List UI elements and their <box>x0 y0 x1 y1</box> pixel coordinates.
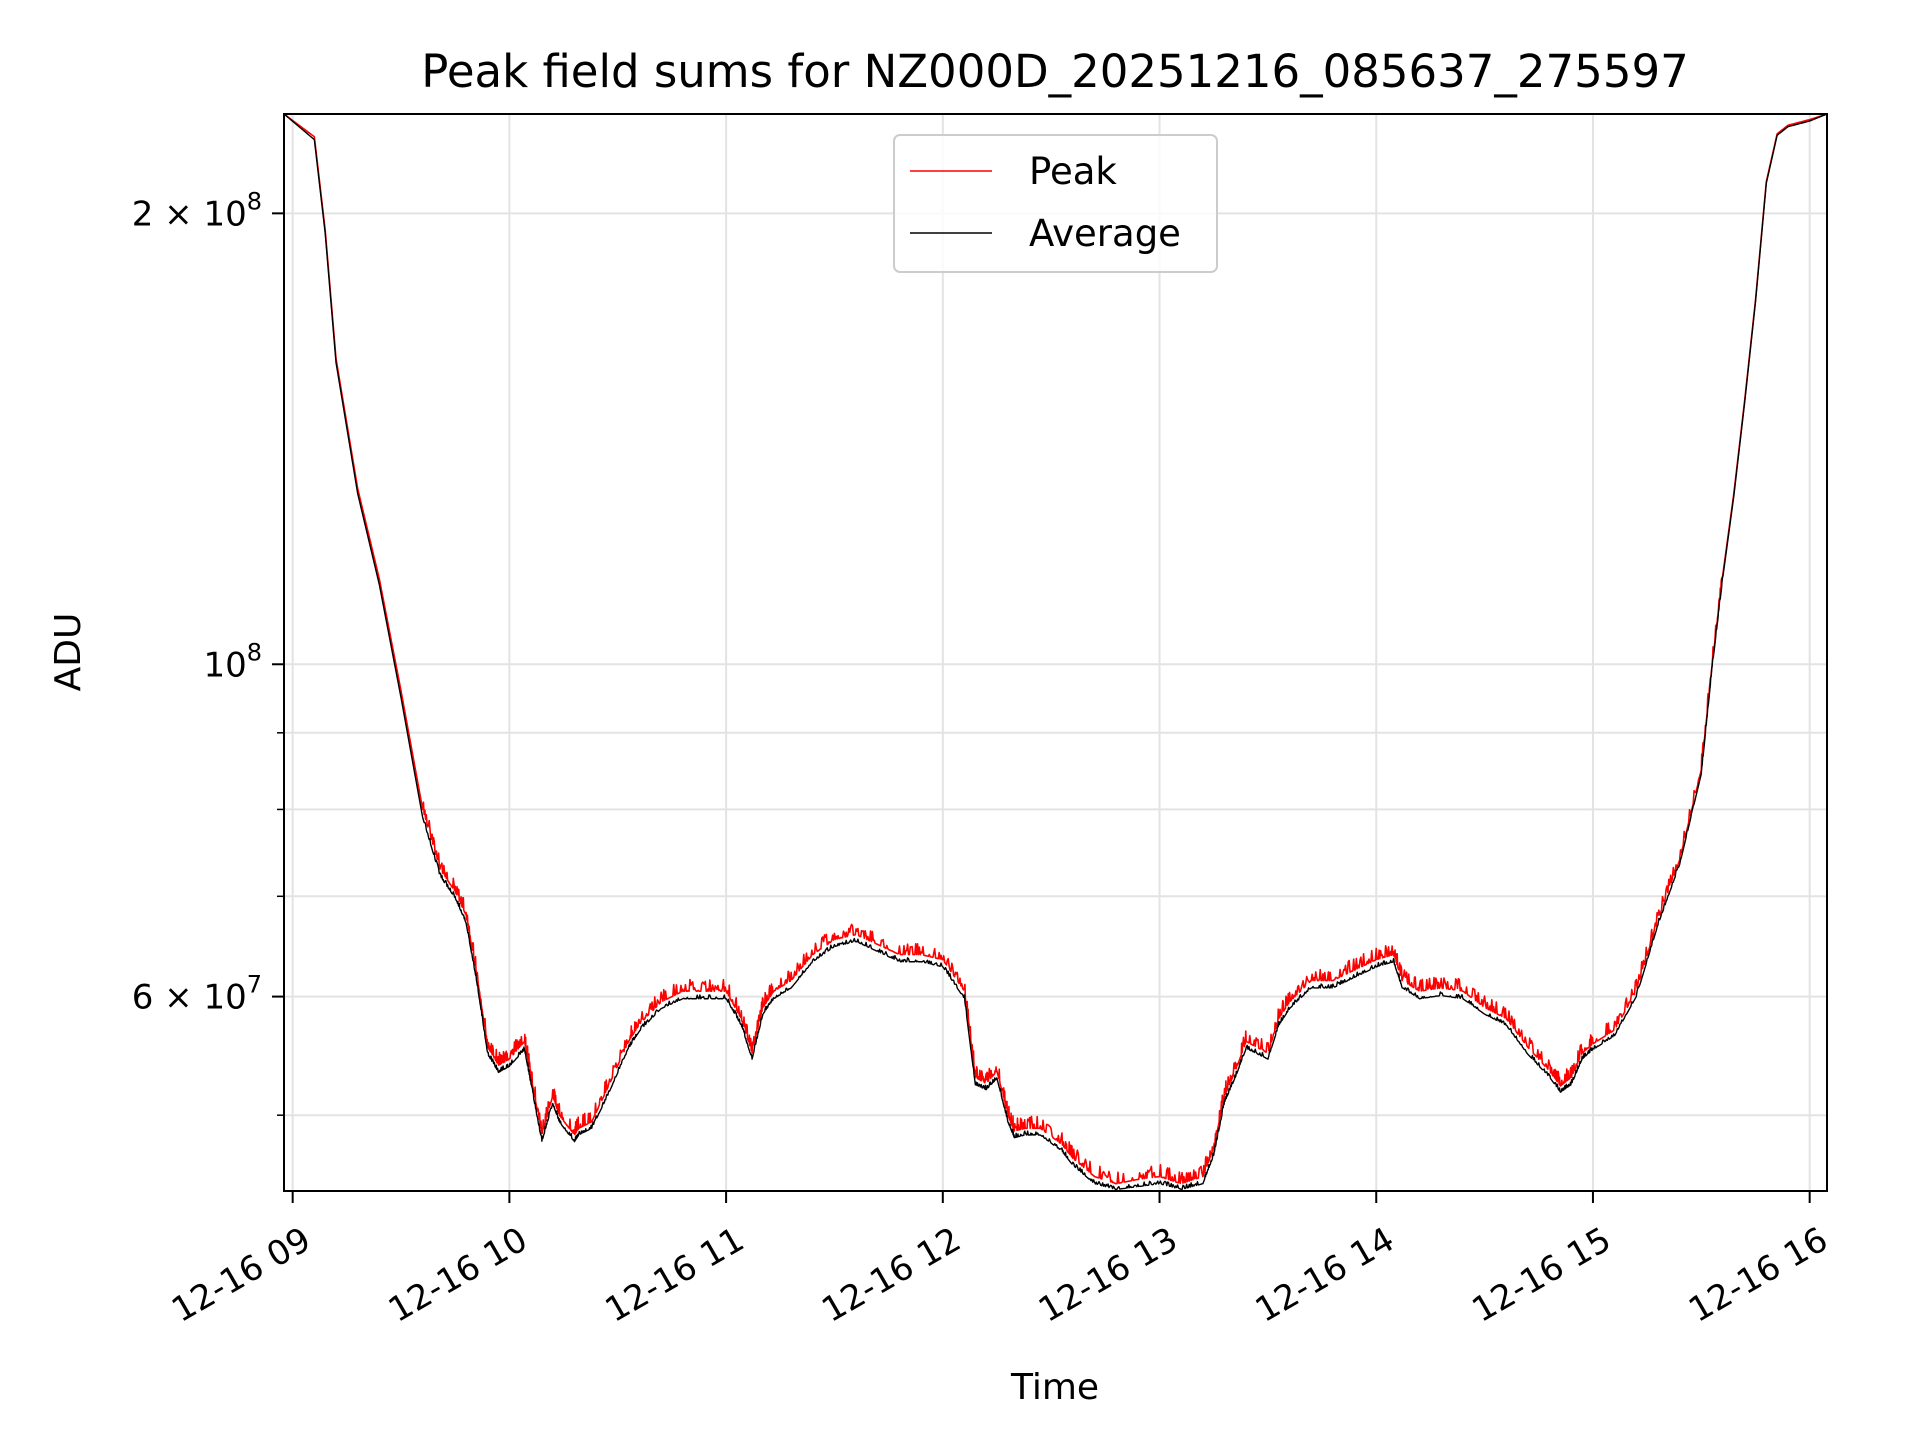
y-tick-label: 6 × 107 <box>132 971 262 1018</box>
y-tick-exponent: 7 <box>247 971 262 999</box>
y-tick-exponent: 8 <box>247 638 262 666</box>
y-tick-label: 2 × 108 <box>132 187 262 234</box>
y-axis-label: ADU <box>48 613 89 692</box>
series-lines <box>283 113 1828 1191</box>
legend-box <box>893 134 1218 273</box>
chart-title: Peak field sums for NZ000D_20251216_0856… <box>421 45 1688 98</box>
plot-frame <box>283 113 1828 1192</box>
x-axis-label: Time <box>1010 1367 1099 1408</box>
legend: Peak Average <box>893 134 1218 273</box>
series-peak-line <box>283 113 1828 1185</box>
legend-average-label: Average <box>1029 212 1181 255</box>
legend-peak-label: Peak <box>1029 150 1117 193</box>
series-average-line <box>283 113 1828 1191</box>
y-tick-exponent: 8 <box>247 187 262 215</box>
